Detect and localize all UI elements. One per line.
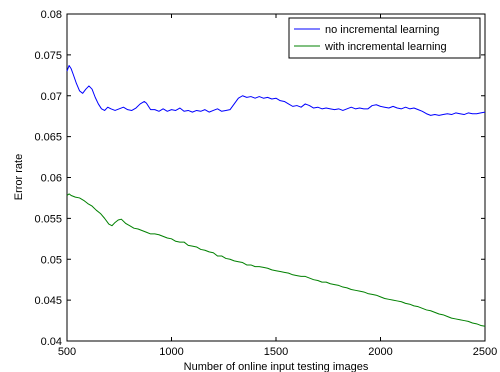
legend-box <box>288 17 481 59</box>
y-tick-label: 0.05 <box>41 254 62 266</box>
x-tick-label: 1000 <box>159 346 183 358</box>
series-layer <box>66 65 486 327</box>
y-axis-ticks: 0.04 0.045 0.05 0.055 0.06 0.065 0.07 0.075 0.08 <box>34 9 485 348</box>
y-tick-label: 0.075 <box>34 50 62 62</box>
x-axis-ticks: 500 1000 1500 2000 2500 <box>58 14 497 358</box>
y-tick-label: 0.045 <box>34 295 62 307</box>
x-tick-label: 2500 <box>473 346 497 358</box>
y-tick-label: 0.04 <box>41 336 62 348</box>
y-tick-label: 0.055 <box>34 213 62 225</box>
series-line-no-incremental-learning <box>66 65 486 116</box>
x-tick-label: 1500 <box>264 346 288 358</box>
legend-label-with-incremental-learning: with incremental learning <box>324 41 447 53</box>
y-tick-label: 0.07 <box>41 91 62 103</box>
x-tick-label: 2000 <box>368 346 392 358</box>
legend-label-no-incremental-learning: no incremental learning <box>325 24 439 36</box>
y-tick-label: 0.06 <box>41 173 62 185</box>
y-tick-label: 0.08 <box>41 9 62 21</box>
plot-area <box>66 13 486 342</box>
y-tick-label: 0.065 <box>34 132 62 144</box>
legend: no incremental learning with incremental… <box>288 17 481 59</box>
y-axis-label: Error rate <box>13 154 25 200</box>
x-tick-label: 500 <box>58 346 76 358</box>
series-line-with-incremental-learning <box>66 193 486 327</box>
x-axis-label: Number of online input testing images <box>184 361 369 372</box>
